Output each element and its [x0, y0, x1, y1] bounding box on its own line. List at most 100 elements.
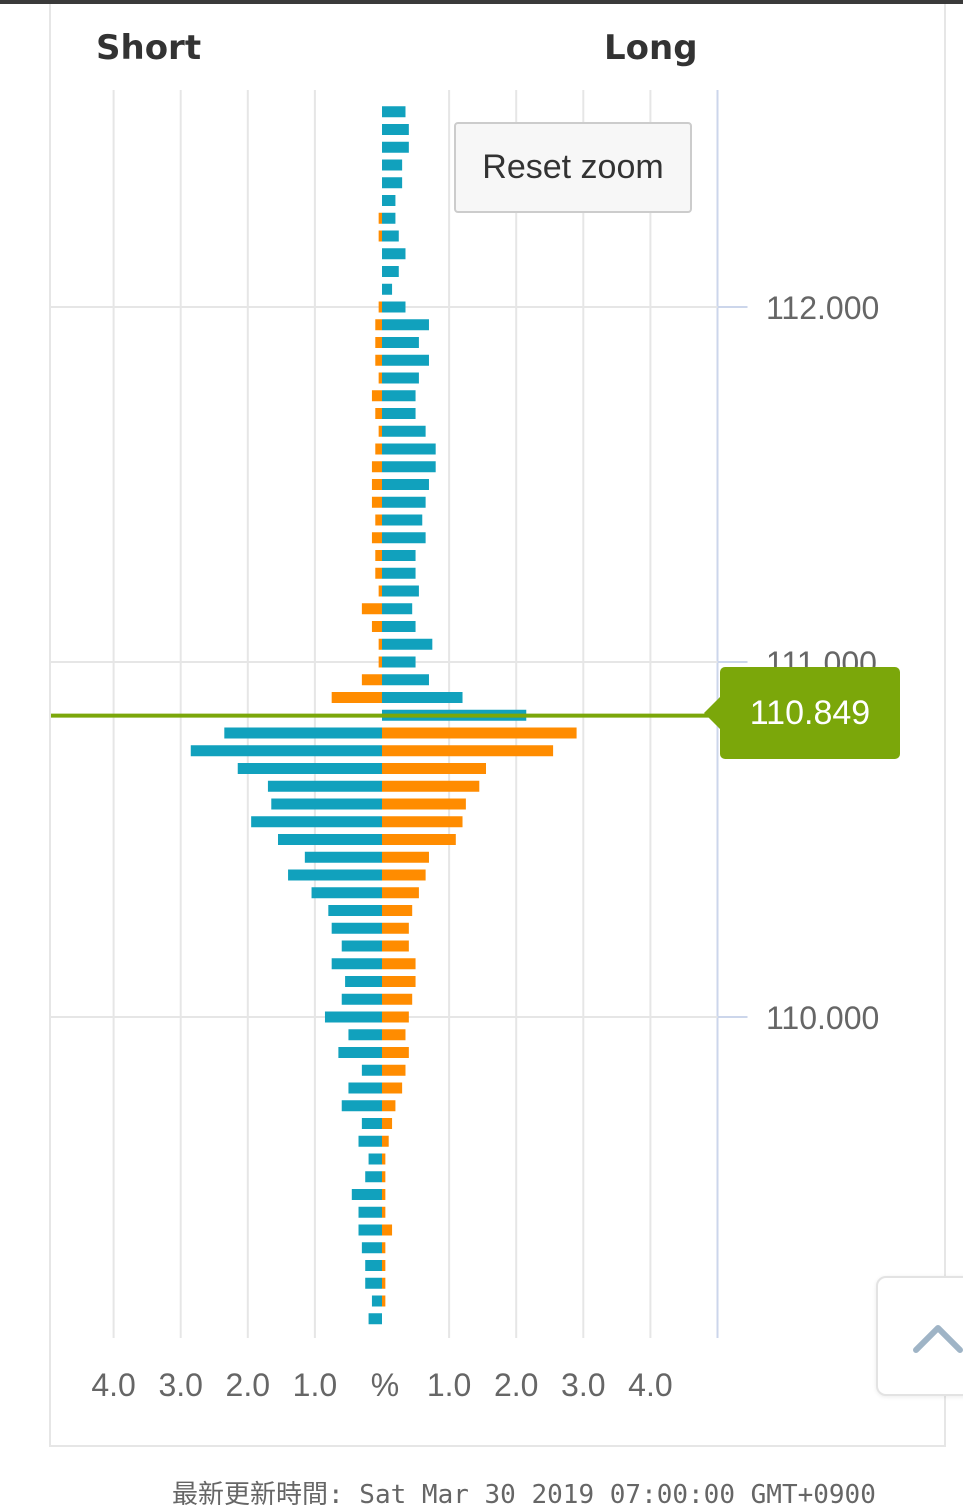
- long-bar-open-orders: [382, 692, 463, 703]
- long-bar-open-orders: [382, 230, 399, 242]
- short-bar-open-positions: [348, 1029, 382, 1041]
- long-bar-open-positions: [382, 1295, 386, 1307]
- long-bar-open-positions: [382, 727, 577, 739]
- short-bar-open-positions: [224, 727, 382, 739]
- long-bar-open-orders: [382, 567, 416, 579]
- long-bar-open-orders: [382, 638, 433, 650]
- x-axis-tick-label: 4.0: [628, 1367, 672, 1403]
- short-bar-open-positions: [271, 798, 382, 810]
- long-bar-open-positions: [382, 1100, 396, 1112]
- last-updated-text: 最新更新時間: Sat Mar 30 2019 07:00:00 GMT+090…: [172, 1480, 876, 1510]
- short-bar-open-positions: [361, 1242, 382, 1254]
- x-axis-tick-label: 4.0: [91, 1367, 135, 1403]
- short-label: Short: [96, 28, 202, 68]
- long-bar-open-positions: [382, 1135, 389, 1147]
- short-bar-open-orders: [375, 443, 382, 455]
- short-bar-open-orders: [378, 230, 382, 242]
- long-bar-open-positions: [382, 780, 480, 792]
- short-bar-open-orders: [331, 692, 382, 703]
- long-bar-open-orders: [382, 532, 426, 544]
- y-axis-tick-label: 110.000: [766, 1000, 879, 1036]
- long-bar-open-orders: [382, 656, 416, 668]
- short-bar-open-positions: [345, 976, 382, 987]
- long-bar-open-positions: [382, 745, 554, 757]
- long-bar-open-positions: [382, 993, 413, 1005]
- short-bar-open-positions: [358, 1135, 382, 1147]
- x-axis-tick-label: %: [371, 1367, 399, 1403]
- current-price-flag: 110.849: [704, 667, 900, 759]
- short-bar-open-positions: [237, 763, 382, 774]
- long-bar-open-positions: [382, 940, 409, 952]
- long-bar-open-orders: [382, 603, 413, 615]
- long-bar-open-positions: [382, 851, 429, 863]
- short-bar-open-positions: [324, 1011, 382, 1023]
- long-bar-open-positions: [382, 905, 413, 916]
- long-bar-open-positions: [382, 958, 416, 970]
- short-bar-open-orders: [378, 585, 382, 597]
- long-bar-open-positions: [382, 1153, 386, 1165]
- reset-zoom-button[interactable]: Reset zoom: [454, 122, 692, 213]
- scroll-to-top-button[interactable]: [876, 1276, 963, 1396]
- long-bar-open-positions: [382, 1171, 386, 1183]
- short-bar-open-orders: [378, 301, 382, 313]
- short-bar-open-positions: [341, 993, 382, 1005]
- short-bar-open-orders: [378, 372, 382, 384]
- x-axis-tick-label: 3.0: [561, 1367, 605, 1403]
- long-bar-open-positions: [382, 798, 466, 810]
- short-bar-open-positions: [311, 887, 382, 899]
- short-bar-open-positions: [288, 869, 382, 881]
- long-bar-open-positions: [382, 834, 456, 845]
- long-bar-open-orders: [382, 425, 426, 437]
- short-bar-open-orders: [378, 656, 382, 668]
- long-bar-open-positions: [382, 1118, 393, 1129]
- long-bar-open-orders: [382, 408, 416, 419]
- short-bar-open-orders: [378, 425, 382, 437]
- x-axis-tick-label: 2.0: [226, 1367, 270, 1403]
- short-bar-open-orders: [375, 337, 382, 348]
- short-bar-open-positions: [365, 1171, 382, 1183]
- short-bar-open-orders: [361, 674, 382, 686]
- chevron-up-icon: [913, 1325, 963, 1353]
- short-bar-open-positions: [328, 905, 382, 916]
- short-bar-open-orders: [375, 550, 382, 561]
- long-label: Long: [604, 28, 698, 68]
- long-bar-open-orders: [382, 550, 416, 561]
- long-bar-open-orders: [382, 674, 429, 686]
- long-bar-open-orders: [382, 177, 403, 189]
- short-bar-open-orders: [371, 621, 382, 632]
- long-bar-open-orders: [382, 319, 429, 331]
- short-bar-open-positions: [251, 816, 382, 828]
- long-bar-open-orders: [382, 621, 416, 632]
- long-bar-open-orders: [382, 195, 396, 206]
- short-bar-open-orders: [371, 532, 382, 544]
- short-bar-open-positions: [368, 1153, 382, 1165]
- long-bar-open-positions: [382, 1029, 406, 1041]
- short-bar-open-orders: [371, 479, 382, 490]
- long-bar-open-positions: [382, 976, 416, 987]
- long-bar-open-orders: [382, 301, 406, 313]
- short-bar-open-positions: [358, 1206, 382, 1218]
- short-bar-open-positions: [190, 745, 382, 757]
- x-axis-tick-label: 1.0: [427, 1367, 471, 1403]
- top-rule: [0, 0, 963, 4]
- long-bar-open-orders: [382, 461, 436, 473]
- long-bar-open-orders: [382, 124, 409, 135]
- short-bar-open-orders: [371, 496, 382, 508]
- long-bar-open-positions: [382, 1011, 409, 1023]
- long-bar-open-positions: [382, 1224, 393, 1236]
- short-bar-open-positions: [361, 1118, 382, 1129]
- short-bar-open-positions: [341, 940, 382, 952]
- short-bar-open-orders: [378, 638, 382, 650]
- short-bar-open-positions: [351, 1189, 382, 1200]
- short-bar-open-positions: [365, 1260, 382, 1271]
- short-bar-open-positions: [358, 1224, 382, 1236]
- long-bar-open-orders: [382, 283, 393, 295]
- long-bar-open-positions: [382, 922, 409, 934]
- long-bar-open-orders: [382, 212, 396, 224]
- x-axis-tick-label: 2.0: [494, 1367, 538, 1403]
- short-bar-open-orders: [371, 390, 382, 402]
- long-bar-open-positions: [382, 1206, 386, 1218]
- short-bar-open-orders: [371, 461, 382, 473]
- short-bar-open-positions: [304, 851, 382, 863]
- chart-frame: [49, 4, 946, 1447]
